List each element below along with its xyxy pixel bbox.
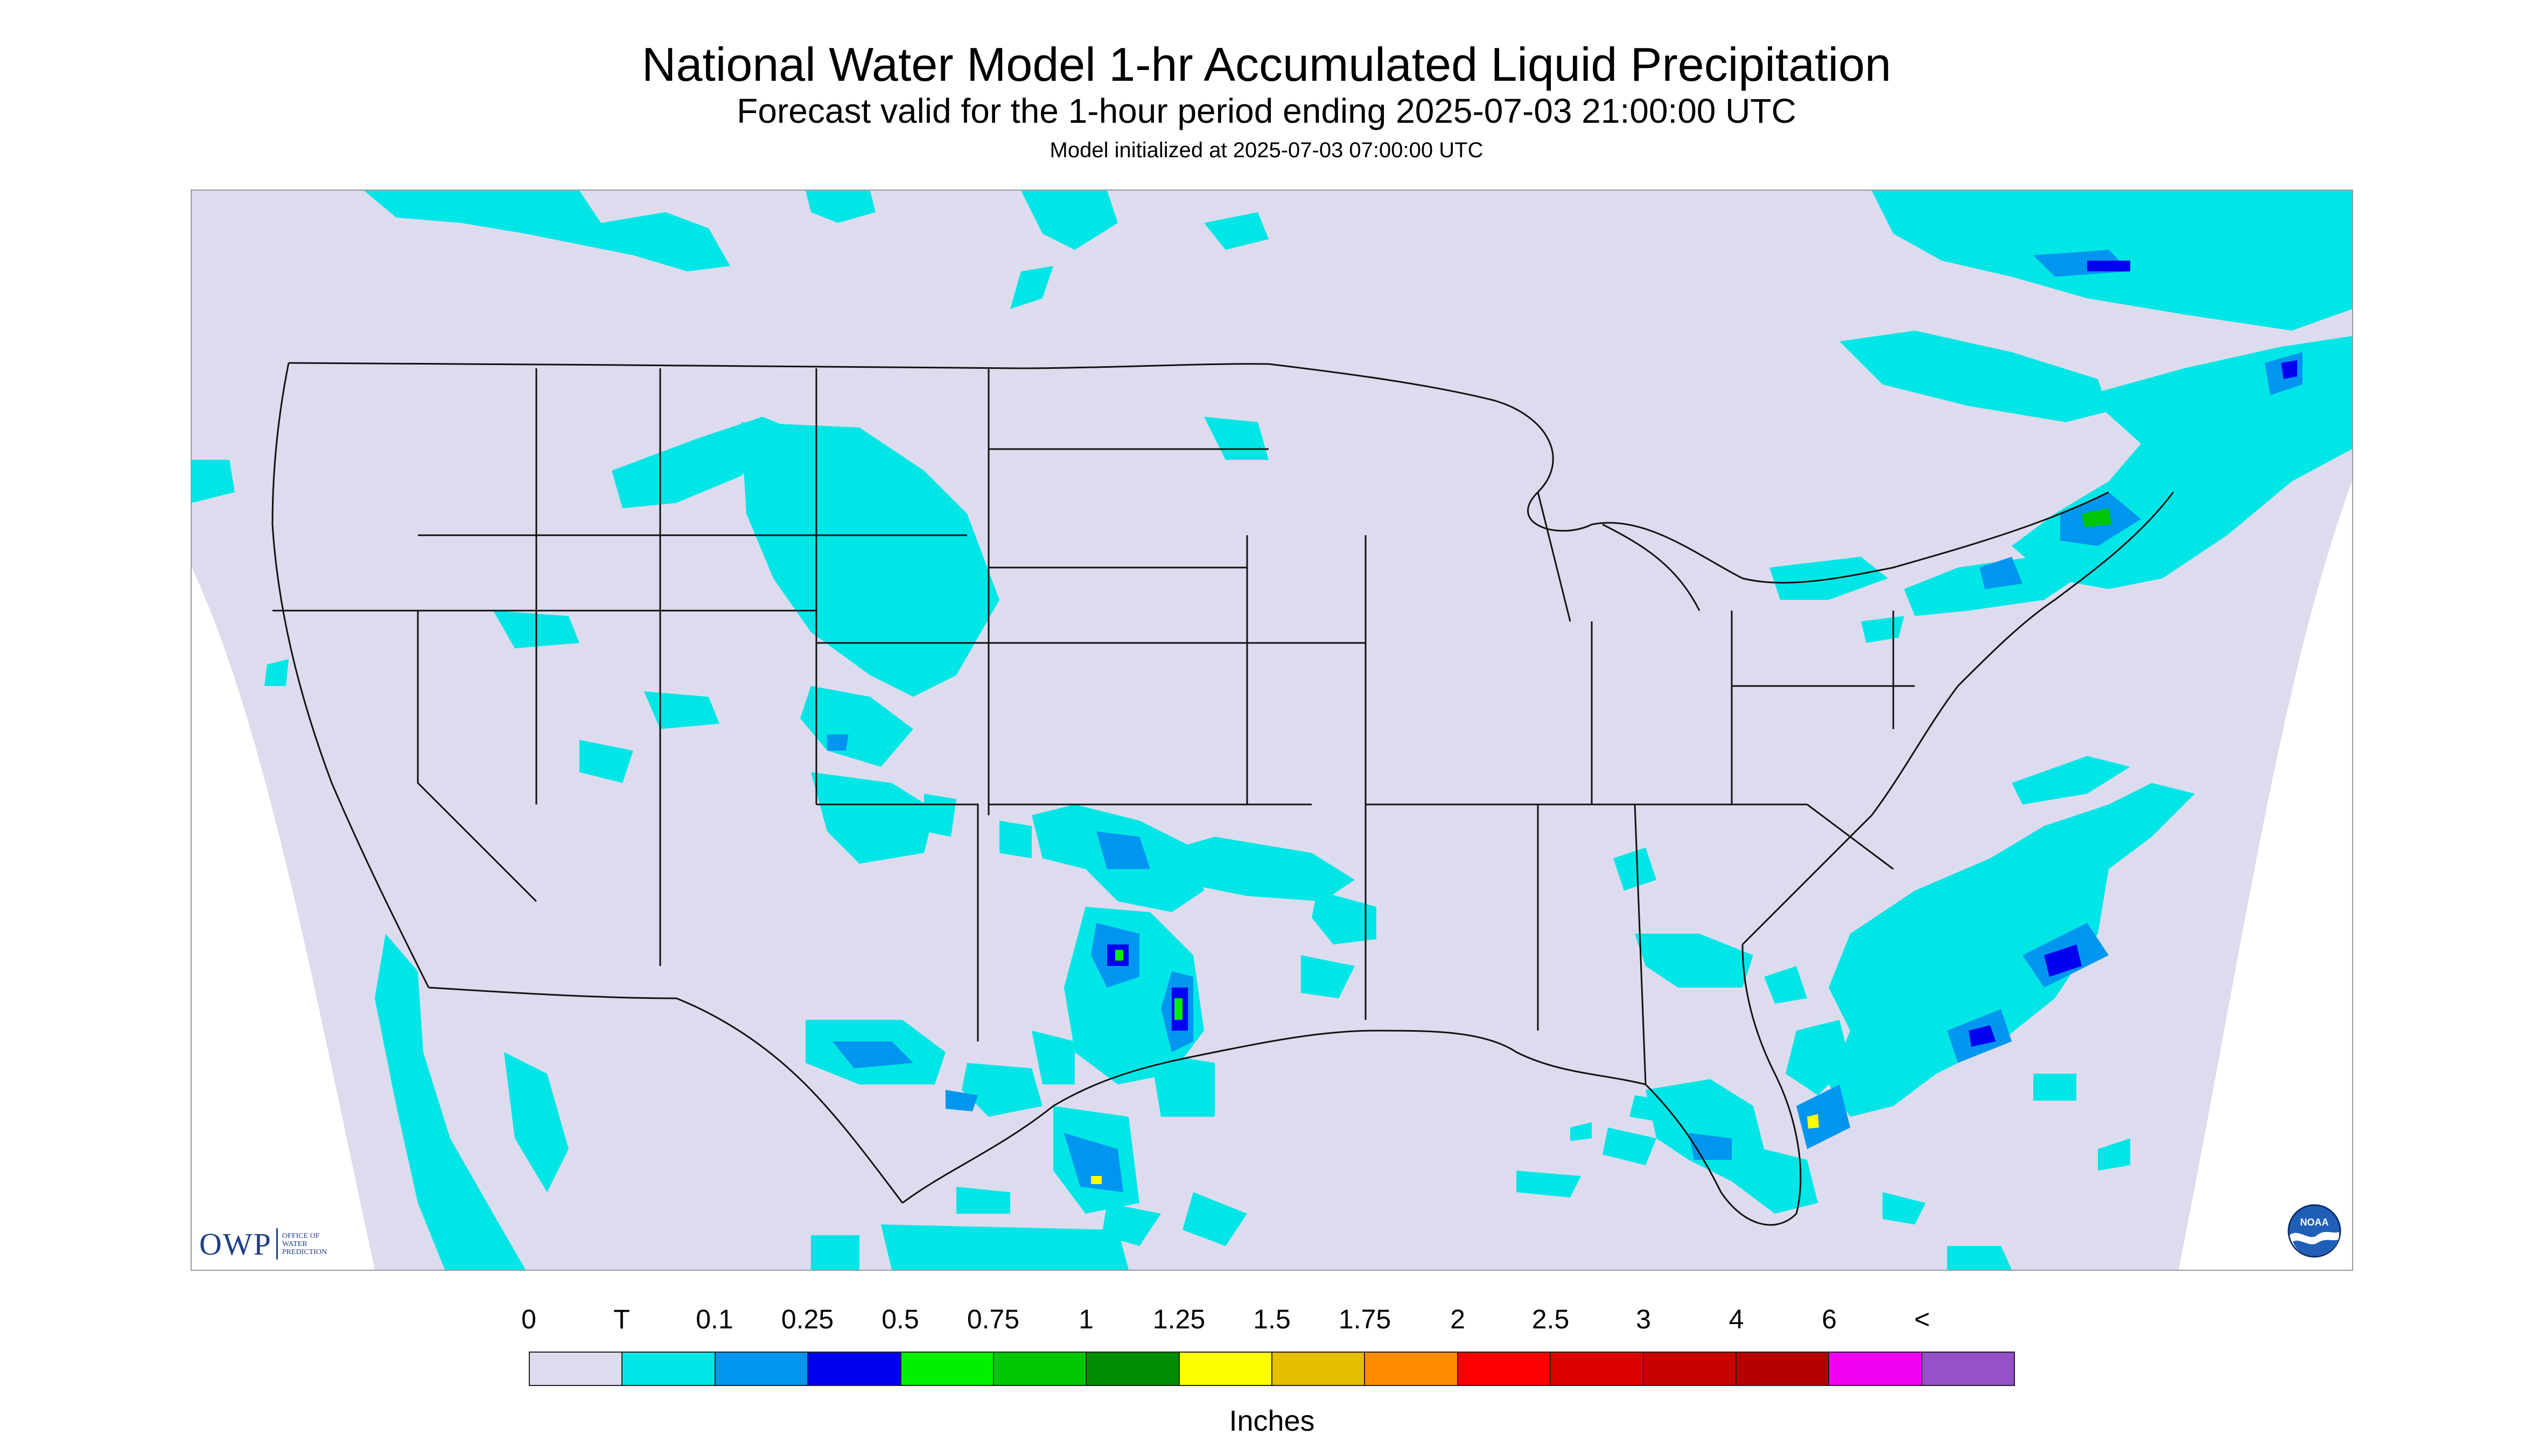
outside-domain-left	[192, 568, 375, 1270]
legend-tick-label: 2	[1450, 1304, 1465, 1334]
legend-tick-label: 1.5	[1253, 1304, 1291, 1334]
legend-tick-label: 0	[521, 1304, 536, 1334]
legend-swatch	[530, 1353, 623, 1385]
legend-tick-label: 0.75	[967, 1304, 1020, 1334]
precip-trace	[192, 191, 2352, 1270]
precipitation-map[interactable]	[191, 190, 2353, 1271]
legend-swatch	[1736, 1353, 1830, 1385]
legend-tick-label: 1	[1079, 1304, 1094, 1334]
legend-swatch	[808, 1353, 901, 1385]
precipitation-legend: 0 T 0.1 0.25 0.5 0.75 1 1.25 1.5 1.75 2 2.5 3 4 6 < Inc…	[521, 1292, 2015, 1454]
legend-tick-label: 6	[1822, 1304, 1837, 1334]
legend-swatch	[1087, 1353, 1180, 1385]
legend-tick-label: <	[1914, 1304, 1930, 1334]
outside-domain-right	[2179, 481, 2352, 1270]
legend-swatch	[1643, 1353, 1737, 1385]
noaa-logo: NOAA	[2287, 1204, 2341, 1258]
legend-swatch	[715, 1353, 809, 1385]
legend-swatch	[1551, 1353, 1644, 1385]
owp-logo-divider	[276, 1228, 278, 1259]
legend-swatch	[1365, 1353, 1458, 1385]
legend-tick-label: 0.5	[881, 1304, 919, 1334]
precip-heavy	[1091, 508, 2111, 1184]
legend-tick-label: 0.25	[781, 1304, 834, 1334]
legend-labels: 0 T 0.1 0.25 0.5 0.75 1 1.25 1.5 1.75 2 2.5 3 4 6 <	[521, 1303, 2015, 1341]
owp-logo: OWP OFFICE OF WATER PREDICTION	[199, 1222, 327, 1265]
legend-tick-label: 2.5	[1531, 1304, 1570, 1334]
legend-swatch	[901, 1353, 994, 1385]
legend-swatch	[1922, 1353, 2014, 1385]
model-init-subtitle: Model initialized at 2025-07-03 07:00:00…	[1049, 138, 1484, 162]
legend-tick-label: 1.75	[1338, 1304, 1391, 1334]
legend-colorbar	[529, 1352, 2015, 1386]
legend-tick-label: 3	[1636, 1304, 1651, 1334]
legend-swatch	[622, 1353, 716, 1385]
map-canvas	[192, 191, 2352, 1270]
legend-swatch	[1272, 1353, 1366, 1385]
noaa-logo-text: NOAA	[2300, 1217, 2329, 1228]
map-title: National Water Model 1-hr Accumulated Li…	[641, 38, 1892, 91]
legend-swatch	[1179, 1353, 1272, 1385]
legend-units: Inches	[1229, 1405, 1315, 1437]
legend-tick-label: 4	[1729, 1304, 1744, 1334]
precip-moderate	[1107, 261, 2297, 1047]
owp-logo-text: OWP	[199, 1226, 272, 1262]
legend-tick-label: T	[613, 1304, 630, 1334]
legend-tick-label: 0.1	[696, 1304, 733, 1334]
legend-tick-label: 1.25	[1152, 1304, 1206, 1334]
boundaries	[271, 362, 2174, 1226]
owp-logo-fullname: OFFICE OF WATER PREDICTION	[282, 1231, 327, 1256]
legend-swatch	[1829, 1353, 1922, 1385]
legend-swatch	[993, 1353, 1087, 1385]
forecast-valid-subtitle: Forecast valid for the 1-hour period end…	[737, 92, 1796, 130]
legend-swatch	[1458, 1353, 1551, 1385]
